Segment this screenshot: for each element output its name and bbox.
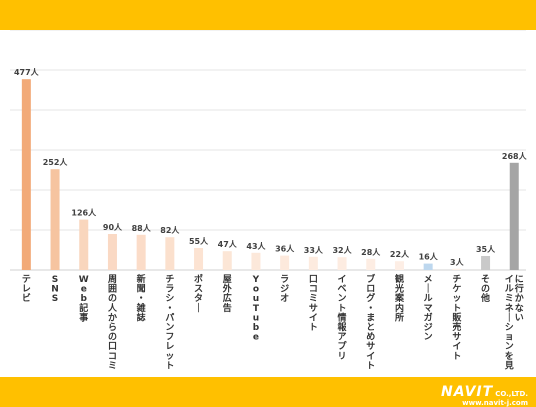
data-label-6: 82人 [160, 225, 180, 235]
data-label-13: 28人 [361, 247, 381, 257]
bar-7 [194, 248, 204, 270]
bar-16 [452, 268, 462, 270]
category-label-14: 観光案内所 [394, 273, 405, 323]
chart-gridlines [10, 30, 526, 271]
data-label-2: 252人 [43, 157, 69, 167]
bar-18 [509, 162, 519, 270]
bar-6 [165, 237, 175, 270]
data-label-18: 268人 [502, 151, 528, 161]
footer-band [0, 377, 536, 407]
bar-17 [481, 256, 491, 270]
data-label-15: 16人 [419, 252, 439, 262]
bar-15 [423, 263, 433, 270]
bar-chart: 477人 252人 126人 90人 88人 82人 55人 47人 43人 36人 33人 32人 2… [10, 30, 528, 371]
data-label-11: 33人 [304, 245, 324, 255]
category-label-7: ポスタ｜ [194, 273, 203, 314]
brand-logo: NAVIT CO.,LTD. www.navit-j.com [441, 381, 528, 407]
category-label-4: 周囲の人からの口コミ [107, 274, 118, 371]
category-label-6: チラシ・パンフレット [165, 274, 174, 371]
data-label-16: 3人 [450, 257, 465, 267]
data-label-12: 32人 [332, 245, 352, 255]
data-label-9: 43人 [246, 241, 266, 251]
data-label-8: 47人 [218, 239, 238, 249]
chart-bars [21, 79, 519, 270]
category-label-12: イベント情報アプリ [337, 274, 348, 362]
bar-2 [50, 169, 60, 270]
bar-3 [79, 219, 89, 270]
brand-company: CO.,LTD. [495, 390, 528, 398]
chart-data-labels: 477人 252人 126人 90人 88人 82人 55人 47人 43人 36人 33人 32人 2… [14, 67, 528, 267]
data-label-10: 36人 [275, 244, 295, 254]
category-label-18: イルミネ｜ションを見に行かない [504, 274, 524, 371]
category-label-5: 新聞・雑誌 [136, 273, 146, 323]
data-label-14: 22人 [390, 249, 410, 259]
bar-11 [308, 256, 318, 270]
category-label-8: 屋外広告 [222, 274, 232, 314]
category-label-17: その他 [480, 274, 490, 304]
bar-8 [222, 251, 232, 270]
data-label-1: 477人 [14, 67, 40, 77]
data-label-4: 90人 [103, 222, 123, 232]
brand-url: www.navit-j.com [462, 399, 528, 407]
chart-category-labels: テレビ S N S W e b 記事 周囲の人からの口コミ 新聞・雑誌 チラシ・パンフレット ポスタ｜… [22, 273, 524, 371]
bar-14 [394, 261, 404, 270]
data-label-17: 35人 [476, 244, 496, 254]
category-label-11: 口コミサイト [309, 274, 318, 333]
bar-12 [337, 257, 347, 270]
brand-name: NAVIT [440, 384, 494, 400]
category-label-10: ラジオ [280, 274, 289, 304]
header-band [0, 0, 536, 30]
category-label-16: チケット販売サイト [452, 274, 462, 362]
bar-9 [251, 252, 261, 270]
data-label-7: 55人 [189, 236, 209, 246]
bar-10 [280, 255, 290, 270]
category-label-15: メ｜ルマガジン [424, 274, 433, 343]
bar-4 [107, 234, 117, 270]
bar-5 [136, 234, 146, 270]
bar-13 [366, 258, 376, 270]
data-label-5: 88人 [132, 223, 152, 233]
data-label-3: 126人 [71, 208, 97, 218]
bar-1 [21, 79, 31, 270]
category-label-13: ブログ・まとめサイト [366, 273, 375, 371]
category-label-1: テレビ [22, 274, 31, 304]
